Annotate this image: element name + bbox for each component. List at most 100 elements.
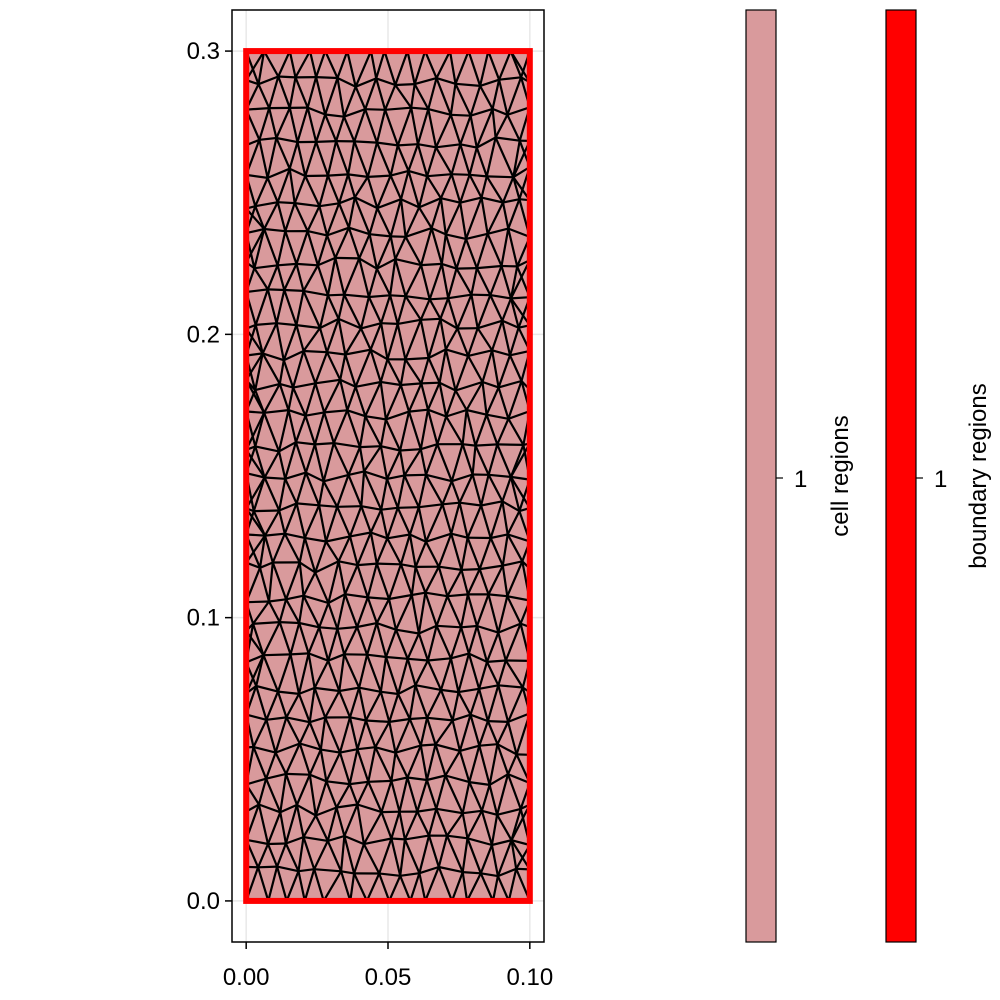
mesh-edge [437,532,453,568]
mesh-edge [284,803,298,845]
mesh-edge [347,196,356,229]
mesh-edge [491,78,501,111]
mesh-edge [295,262,305,292]
mesh-edge [389,198,403,238]
mesh-edge [375,108,387,144]
mesh-edge [245,600,271,604]
mesh-edge [255,654,265,688]
mesh-edge [399,383,411,413]
mesh-edge [261,322,278,355]
mesh-edge [434,143,462,149]
mesh-edge [275,136,291,170]
mesh-edge [384,383,402,421]
mesh-edge [360,505,372,534]
mesh-edge [438,381,448,418]
mesh-edge [479,84,494,111]
mesh-edge [295,803,317,817]
mesh-edge [496,443,525,446]
mesh-edge [261,352,285,362]
mesh-edge [295,324,305,353]
mesh-edge [449,113,462,146]
mesh-edge [383,49,397,87]
mesh-edge [362,810,383,846]
mesh-edge [304,411,326,417]
mesh-edge [386,533,411,540]
mesh-edge [366,141,379,178]
mesh-edge [257,866,270,903]
mesh-edge [314,351,329,385]
mesh-edge [404,264,423,298]
mesh-edge [253,227,266,270]
mesh-edge [347,226,371,236]
mesh-edge [336,49,349,80]
mesh-edge [487,473,504,503]
mesh-edge [353,175,369,199]
mesh-edge [347,140,356,176]
mesh-edge [367,295,383,325]
mesh-edge [489,294,513,300]
mesh-edge [307,652,330,662]
mesh-edge [490,839,513,847]
mesh-edge [416,778,428,813]
mesh-edge [427,807,438,837]
mesh-edge [252,600,271,625]
mesh-edge [295,289,305,327]
mesh-edge [458,713,472,753]
mesh-edge [486,227,510,235]
mesh-edge [346,385,357,412]
mesh-edge [267,598,288,603]
mesh-edge [399,563,417,569]
mesh-edge [313,686,341,693]
mesh-edge [467,624,479,655]
mesh-edge [510,803,531,842]
mesh-edge [356,625,369,656]
mesh-edge [348,748,359,786]
mesh-edge [396,295,407,325]
mesh-edge [358,653,369,689]
colorbar-boundary-regions: 1 boundary regions [885,9,992,943]
mesh-edge [284,477,298,505]
mesh-edge [254,352,264,392]
mesh-edge [509,259,531,300]
mesh-edge [408,684,417,721]
mesh-edge [404,358,423,385]
mesh-edge [500,227,510,268]
mesh-edge [460,593,469,629]
mesh-edge [506,533,531,543]
mesh-edge [388,717,411,724]
mesh-edge [419,443,439,451]
mesh-edge [336,627,346,656]
mesh-edge [397,684,417,696]
mesh-edge [279,811,287,845]
mesh-edge [406,49,416,86]
mesh-edge [407,143,419,172]
mesh-edge [467,349,494,357]
mesh-edge [314,560,340,574]
mesh-edge [297,870,306,903]
mesh-edge [368,233,378,270]
mesh-edge [266,136,278,179]
mesh-edge [380,506,399,511]
mesh-edge [497,354,512,389]
mesh-edge [289,652,310,656]
mesh-edge [364,690,382,722]
mesh-edge [257,49,266,86]
boundary-regions-colorbar [885,9,917,943]
mesh-edge [435,595,449,627]
mesh-edge [501,500,521,513]
mesh-edge [480,500,504,507]
mesh-edge [283,532,301,564]
mesh-edge [474,444,490,476]
mesh-edge [255,684,268,721]
mesh-edge [413,49,427,86]
mesh-edge [245,533,267,537]
mesh-edge [364,719,377,749]
mesh-edge [468,744,481,784]
mesh-edge [276,167,291,204]
mesh-edge [245,472,266,479]
mesh-edge [294,49,312,79]
mesh-edge [263,509,281,537]
x-tick-label: 0.05 [365,964,412,991]
mesh-edge [354,385,367,418]
mesh-edge [338,202,350,229]
